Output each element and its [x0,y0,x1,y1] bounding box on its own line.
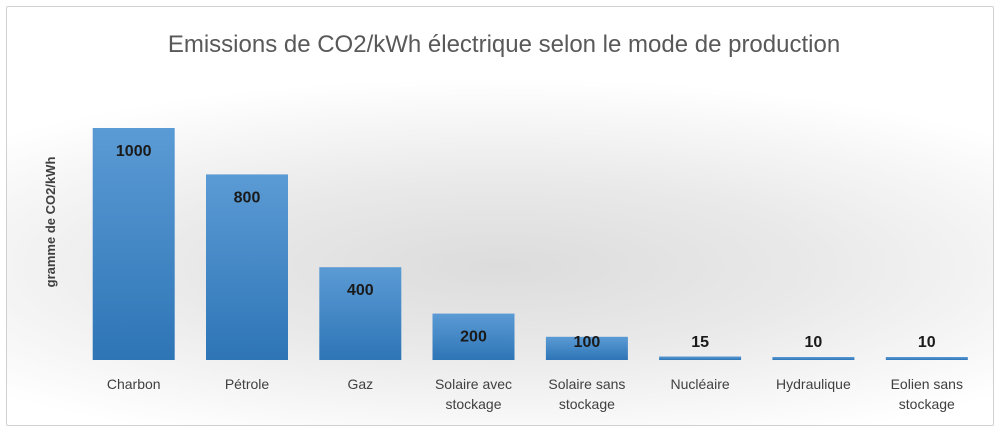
x-tick-label: Solaire avec stockage [435,376,512,412]
bar-chart: Emissions de CO2/kWh électrique selon le… [43,31,968,412]
y-axis-label: gramme de CO2/kWh [43,157,58,288]
x-tick-label: Solaire sans stockage [548,376,625,412]
data-label: 1000 [116,143,152,160]
x-tick-label: Pétrole [225,376,270,392]
bar [206,174,288,360]
data-label: 10 [918,334,936,351]
x-tick-label: Nucléaire [671,376,730,392]
data-label: 100 [574,334,601,351]
data-label: 400 [347,282,374,299]
x-tick-label: Eolien sans stockage [891,376,963,412]
bar [885,357,968,360]
bar [545,336,628,360]
x-tick-label: Hydraulique [776,376,851,392]
chart-frame: Emissions de CO2/kWh électrique selon le… [6,6,994,426]
data-label: 200 [460,329,487,346]
bar [432,313,515,360]
chart-title: Emissions de CO2/kWh électrique selon le… [168,31,840,58]
data-label: 15 [691,334,709,351]
bar [659,356,742,360]
data-label: 10 [805,334,823,351]
bar [772,357,855,360]
x-tick-label: Gaz [347,376,373,392]
bar [92,128,175,360]
bar [319,267,402,360]
x-tick-label: Charbon [107,376,161,392]
data-label: 800 [234,189,261,206]
